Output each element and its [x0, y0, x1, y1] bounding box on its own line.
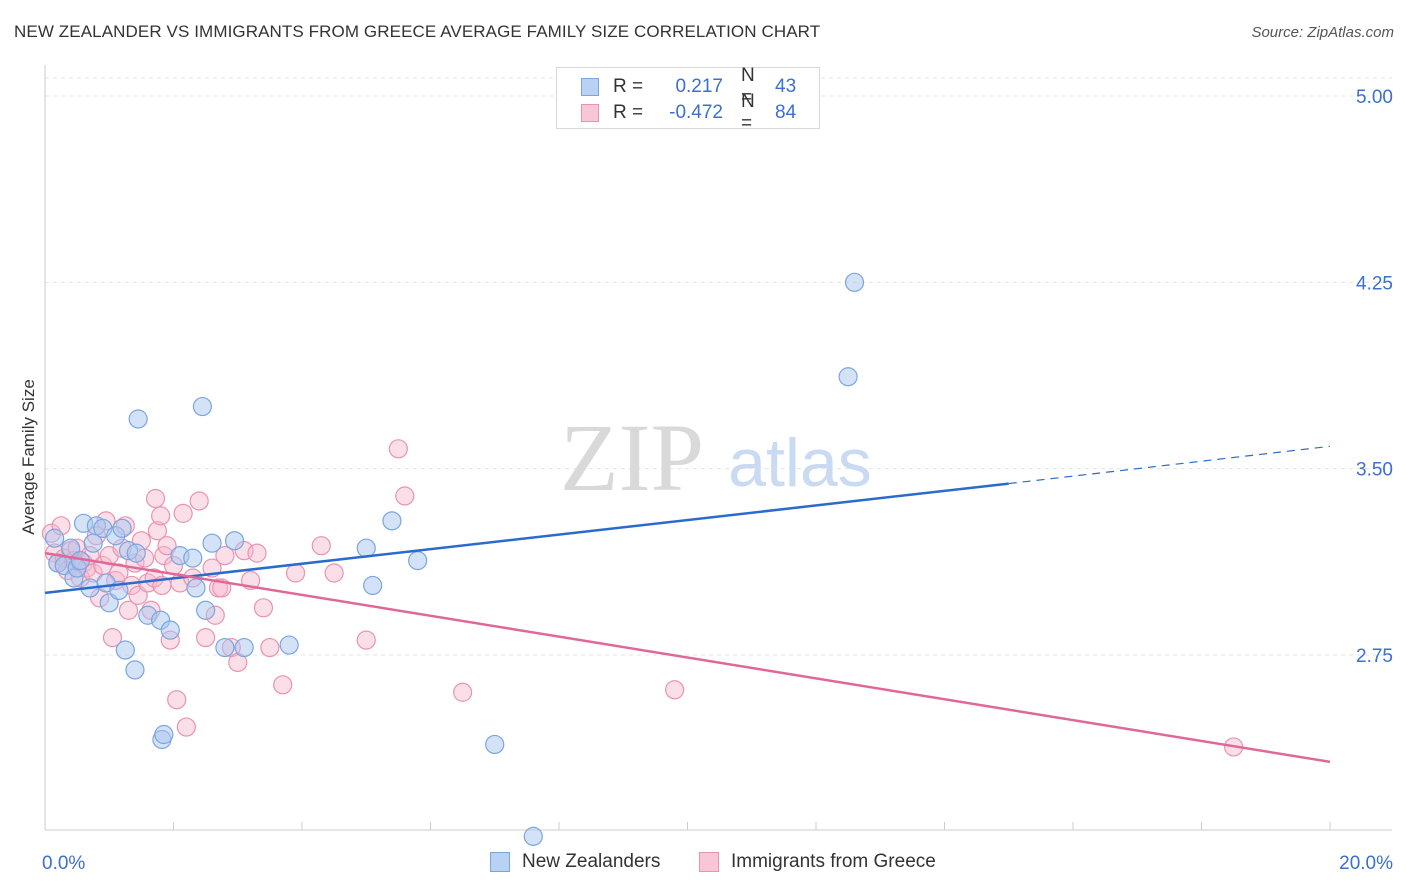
point-immigrants-from-greece-57 [247, 543, 267, 563]
point-immigrants-from-greece-63 [324, 563, 344, 583]
x-tick-label-left: 0.0% [42, 853, 85, 874]
y-tick-label-2: 3.50 [1356, 460, 1393, 481]
point-new-zealanders-16 [112, 518, 132, 538]
point-new-zealanders-31 [196, 600, 216, 620]
legend-label-immigrants-from-greece: Immigrants from Greece [731, 851, 936, 872]
legend-r-value: 0.217 [675, 76, 723, 97]
point-immigrants-from-greece-24 [118, 600, 139, 620]
trend-line-new-zealanders-extension [1008, 445, 1331, 485]
legend-r-label: R = [613, 102, 644, 123]
point-new-zealanders-44 [844, 272, 865, 292]
legend-item-immigrants-from-greece[interactable]: Immigrants from Greece [699, 851, 936, 873]
tick-labels: 5.00 4.25 3.50 2.75 0.0% 20.0% [42, 87, 1393, 874]
point-new-zealanders-17 [115, 640, 135, 660]
point-immigrants-from-greece-58 [253, 598, 274, 618]
legend-n-label: N = [741, 65, 755, 108]
legend-swatch-pink [699, 852, 719, 872]
series-legend: New Zealanders Immigrants from Greece [0, 851, 1406, 877]
point-new-zealanders-33 [215, 637, 235, 658]
legend-row-immigrants-from-greece: R = -0.472 N = 84 [581, 91, 797, 134]
point-immigrants-from-greece-47 [196, 628, 216, 648]
point-immigrants-from-greece-64 [356, 630, 376, 650]
y-axis-label: Average Family Size [19, 379, 38, 535]
legend-item-new-zealanders[interactable]: New Zealanders [490, 851, 660, 873]
legend-label-new-zealanders: New Zealanders [522, 851, 661, 872]
legend-swatch-blue [490, 852, 510, 872]
watermark: ZIP atlas [560, 404, 872, 511]
y-tick-label-0: 5.00 [1356, 87, 1393, 108]
y-tick-label-3: 2.75 [1356, 646, 1393, 667]
point-new-zealanders-30 [192, 396, 213, 417]
point-immigrants-from-greece-35 [151, 506, 171, 526]
point-new-zealanders-32 [202, 533, 222, 553]
point-immigrants-from-greece-33 [145, 488, 166, 509]
point-new-zealanders-20 [126, 543, 146, 563]
point-immigrants-from-greece-44 [176, 717, 196, 737]
point-new-zealanders-37 [356, 538, 376, 558]
source-label: Source: ZipAtlas.com [1251, 24, 1394, 41]
point-new-zealanders-36 [279, 635, 299, 655]
point-new-zealanders-21 [128, 409, 148, 429]
point-immigrants-from-greece-52 [215, 546, 235, 566]
point-immigrants-from-greece-34 [147, 521, 168, 541]
series-new-zealanders-points [45, 272, 865, 846]
trend-lines [44, 445, 1331, 764]
point-immigrants-from-greece-32 [144, 568, 164, 588]
point-new-zealanders-34 [224, 531, 245, 551]
legend-swatch-pink [581, 104, 599, 122]
legend-r-value: -0.472 [669, 102, 723, 123]
watermark-atlas: atlas [728, 425, 872, 501]
point-immigrants-from-greece-59 [260, 637, 280, 658]
point-new-zealanders-35 [234, 637, 254, 658]
legend-row-new-zealanders: R = 0.217 N = 43 [581, 65, 797, 108]
point-new-zealanders-41 [485, 734, 505, 755]
legend-n-value: 84 [775, 102, 797, 123]
x-tick-label-right: 20.0% [1339, 853, 1393, 874]
correlation-legend: R = 0.217 N = 43 R = -0.472 N = 84 [556, 65, 820, 134]
point-immigrants-from-greece-62 [311, 536, 331, 556]
point-immigrants-from-greece-19 [102, 628, 123, 648]
point-immigrants-from-greece-61 [285, 563, 306, 583]
y-tick-label-1: 4.25 [1356, 273, 1393, 294]
trend-line-immigrants-from-greece [44, 551, 1331, 764]
point-immigrants-from-greece-65 [388, 439, 408, 459]
legend-r-label: R = [613, 76, 644, 97]
legend-n-label: N = [741, 91, 755, 134]
point-new-zealanders-26 [160, 620, 180, 640]
point-immigrants-from-greece-68 [665, 680, 685, 700]
point-new-zealanders-28 [183, 548, 203, 568]
point-new-zealanders-39 [382, 511, 402, 531]
point-immigrants-from-greece-60 [273, 675, 293, 695]
legend-n-value: 43 [775, 76, 797, 97]
legend-swatch-blue [581, 78, 599, 96]
point-new-zealanders-40 [408, 550, 428, 571]
grid-lines [45, 77, 1392, 656]
point-immigrants-from-greece-66 [395, 486, 415, 506]
point-new-zealanders-0 [45, 528, 65, 548]
point-new-zealanders-29 [186, 578, 206, 598]
point-new-zealanders-42 [523, 826, 543, 846]
chart-title: NEW ZEALANDER VS IMMIGRANTS FROM GREECE … [14, 22, 821, 41]
point-immigrants-from-greece-43 [173, 503, 193, 523]
point-new-zealanders-25 [154, 724, 174, 745]
point-immigrants-from-greece-67 [453, 682, 473, 702]
trend-line-new-zealanders [44, 482, 1009, 595]
axes [44, 65, 1392, 831]
point-immigrants-from-greece-38 [157, 536, 177, 556]
point-new-zealanders-43 [838, 367, 858, 387]
point-immigrants-from-greece-41 [167, 690, 187, 710]
point-immigrants-from-greece-46 [189, 491, 209, 511]
point-new-zealanders-38 [363, 575, 383, 596]
point-new-zealanders-19 [125, 660, 145, 680]
watermark-zip: ZIP [560, 404, 704, 511]
